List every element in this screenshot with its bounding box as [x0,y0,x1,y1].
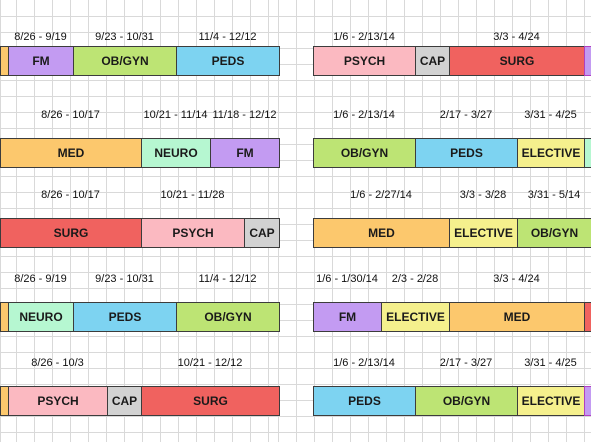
rotation-date-range: 2/17 - 3/27 [439,109,493,121]
rotation-block[interactable]: PSYCH [313,46,416,76]
gridline-horizontal [0,336,591,337]
gridline-horizontal [0,272,591,273]
gridline-horizontal [0,416,591,417]
rotation-block[interactable]: CAP [107,386,142,416]
rotation-date-range: 9/23 - 10/31 [95,273,154,285]
rotation-date-range: 3/31 - 5/14 [527,189,581,201]
rotation-date-range: 8/26 - 10/3 [31,357,84,369]
rotation-date-range: 1/6 - 2/27/14 [350,189,412,201]
gridline-horizontal [0,80,591,81]
rotation-block[interactable]: PEDS [176,46,280,76]
rotation-block[interactable]: ELECTIVE [517,386,585,416]
rotation-date-range: 10/21 - 11/28 [160,189,225,201]
rotation-block[interactable]: FM [8,46,74,76]
gridline-horizontal [0,256,591,257]
rotation-block[interactable]: CAP [415,46,450,76]
rotation-block[interactable]: SURG [0,218,142,248]
rotation-block[interactable]: PEDS [313,386,416,416]
gridline-horizontal [0,112,591,113]
rotation-block[interactable] [584,46,591,76]
rotation-date-range: 11/4 - 12/12 [198,31,257,43]
rotation-date-range: 11/4 - 12/12 [198,273,257,285]
rotation-block[interactable]: NEURO [141,138,211,168]
rotation-block[interactable]: PEDS [415,138,518,168]
gridline-horizontal [0,352,591,353]
gridline-horizontal [0,48,591,49]
gridline-horizontal [0,144,591,145]
gridline-horizontal [0,64,591,65]
rotation-date-range: 9/23 - 10/31 [95,31,154,43]
rotation-block[interactable]: OB/GYN [517,218,591,248]
rotation-block[interactable] [584,302,591,332]
rotation-block[interactable]: OB/GYN [415,386,518,416]
rotation-date-range: 3/31 - 4/25 [524,109,577,121]
rotation-block[interactable]: ELECTIVE [381,302,450,332]
rotation-block[interactable]: PSYCH [8,386,108,416]
rotation-block[interactable]: OB/GYN [176,302,280,332]
gridline-horizontal [0,16,591,17]
rotation-block[interactable] [584,386,591,416]
rotation-date-range: 1/6 - 2/13/14 [333,109,395,121]
gridline-horizontal [0,240,591,241]
gridline-horizontal [0,192,591,193]
rotation-block[interactable]: MED [449,302,585,332]
rotation-date-range: 1/6 - 1/30/14 [316,273,378,285]
rotation-date-range: 3/3 - 3/28 [459,189,507,201]
rotation-date-range: 10/21 - 11/14 [143,109,208,121]
gridline-horizontal [0,176,591,177]
rotation-block[interactable]: SURG [449,46,585,76]
gridline-horizontal [0,288,591,289]
rotation-block[interactable]: ELECTIVE [449,218,518,248]
rotation-block[interactable]: OB/GYN [73,46,177,76]
rotation-block[interactable]: FM [210,138,280,168]
gridline-horizontal [0,96,591,97]
gridline-horizontal [0,432,591,433]
rotation-block[interactable]: NEURO [8,302,74,332]
rotation-block[interactable]: PSYCH [141,218,245,248]
rotation-date-range: 8/26 - 10/17 [41,109,100,121]
rotation-block[interactable]: OB/GYN [313,138,416,168]
rotation-block[interactable]: MED [313,218,450,248]
gridline-horizontal [0,160,591,161]
rotation-date-range: 3/3 - 4/24 [493,273,540,285]
rotation-block[interactable]: FM [313,302,382,332]
rotation-block[interactable] [584,138,591,168]
rotation-date-range: 3/31 - 4/25 [524,357,577,369]
rotation-block[interactable]: CAP [244,218,280,248]
rotation-date-range: 1/6 - 2/13/14 [333,31,395,43]
rotation-block[interactable]: MED [0,138,142,168]
gridline-horizontal [0,128,591,129]
rotation-date-range: 10/21 - 12/12 [177,357,243,369]
gridline-horizontal [0,304,591,305]
rotation-date-range: 2/17 - 3/27 [439,357,493,369]
gridline-horizontal [0,368,591,369]
rotation-block[interactable]: ELECTIVE [517,138,585,168]
rotation-date-range: 11/18 - 12/12 [212,109,277,121]
rotation-block[interactable]: PEDS [73,302,177,332]
gridline-horizontal [0,384,591,385]
gridline-vertical [296,0,297,442]
gridline-horizontal [0,400,591,401]
gridline-horizontal [0,320,591,321]
rotation-date-range: 8/26 - 9/19 [14,31,67,43]
rotation-block[interactable]: SURG [141,386,280,416]
rotation-date-range: 3/3 - 4/24 [493,31,540,43]
rotation-date-range: 2/3 - 2/28 [391,273,439,285]
rotation-date-range: 8/26 - 10/17 [41,189,100,201]
rotation-date-range: 8/26 - 9/19 [14,273,67,285]
gridline-horizontal [0,208,591,209]
gridline-horizontal [0,32,591,33]
rotation-date-range: 1/6 - 2/13/14 [333,357,395,369]
gridline-horizontal [0,224,591,225]
